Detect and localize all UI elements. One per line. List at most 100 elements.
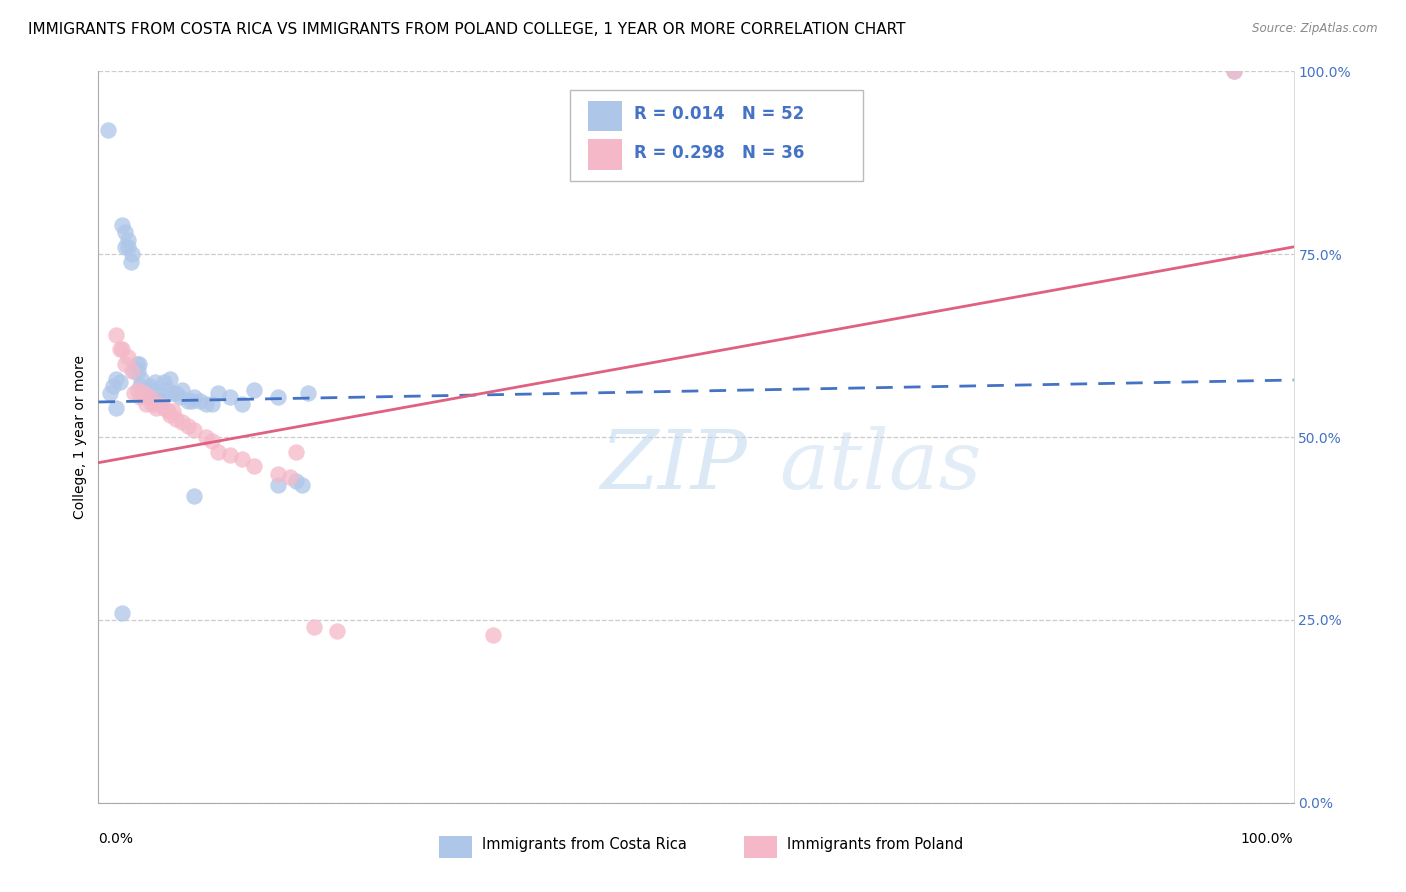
Point (156, 404, 179, 418)
Text: 0.0%: 0.0% (98, 832, 134, 846)
FancyBboxPatch shape (571, 90, 863, 181)
Point (114, 225, 136, 239)
Point (162, 386, 184, 401)
Point (135, 386, 157, 401)
Point (219, 448, 242, 462)
FancyBboxPatch shape (589, 101, 621, 131)
Point (125, 357, 148, 371)
Point (169, 390, 191, 404)
Point (183, 423, 205, 437)
Point (108, 376, 131, 390)
Point (201, 397, 224, 411)
Point (243, 459, 266, 474)
Y-axis label: College, 1 year or more: College, 1 year or more (73, 355, 87, 519)
Point (172, 416, 194, 430)
Point (141, 397, 163, 411)
Point (207, 444, 229, 458)
Point (149, 393, 172, 408)
Point (183, 489, 205, 503)
Point (162, 404, 184, 418)
Point (127, 364, 149, 378)
Point (148, 386, 170, 401)
Point (159, 408, 181, 422)
Point (111, 606, 134, 620)
Point (132, 386, 155, 401)
Point (124, 386, 146, 401)
Point (139, 390, 162, 404)
Text: Source: ZipAtlas.com: Source: ZipAtlas.com (1253, 22, 1378, 36)
Point (105, 327, 128, 342)
Point (183, 390, 205, 404)
Point (145, 401, 167, 415)
Point (267, 477, 290, 491)
Point (165, 386, 187, 401)
Point (153, 376, 176, 390)
Text: R = 0.298   N = 36: R = 0.298 N = 36 (634, 145, 804, 162)
Point (97, 123, 120, 137)
Point (105, 401, 128, 415)
FancyBboxPatch shape (439, 836, 472, 858)
Point (231, 452, 253, 467)
Point (165, 412, 187, 426)
Point (172, 383, 194, 397)
Point (195, 397, 218, 411)
Point (121, 247, 143, 261)
Point (105, 371, 128, 385)
Point (127, 383, 149, 397)
Point (117, 233, 139, 247)
Point (101, 379, 124, 393)
Point (284, 474, 307, 488)
Point (278, 470, 301, 484)
Point (267, 390, 290, 404)
Point (302, 620, 325, 634)
Point (326, 624, 349, 638)
Point (121, 364, 143, 378)
Point (291, 477, 314, 491)
Point (129, 390, 152, 404)
Point (159, 371, 181, 385)
Point (131, 371, 153, 385)
Point (1223, 64, 1246, 78)
Point (481, 627, 505, 641)
Point (284, 444, 307, 458)
Point (180, 393, 202, 408)
Point (108, 343, 131, 357)
Point (124, 364, 146, 378)
Point (111, 343, 134, 357)
Point (98, 386, 122, 401)
Point (207, 386, 229, 401)
Point (177, 419, 200, 434)
Point (117, 240, 139, 254)
Point (153, 401, 176, 415)
Point (117, 350, 139, 364)
Point (297, 386, 319, 401)
Point (148, 397, 170, 411)
Point (141, 383, 163, 397)
Point (129, 379, 152, 393)
Point (219, 390, 242, 404)
Text: atlas: atlas (779, 426, 981, 507)
Point (143, 376, 166, 390)
Text: IMMIGRANTS FROM COSTA RICA VS IMMIGRANTS FROM POLAND COLLEGE, 1 YEAR OR MORE COR: IMMIGRANTS FROM COSTA RICA VS IMMIGRANTS… (28, 22, 905, 37)
Point (195, 430, 218, 444)
Point (231, 397, 253, 411)
Point (128, 357, 150, 371)
Point (120, 254, 142, 268)
Point (114, 357, 136, 371)
Point (177, 393, 200, 408)
Point (139, 379, 162, 393)
Point (131, 386, 153, 401)
Text: R = 0.014   N = 52: R = 0.014 N = 52 (634, 105, 804, 123)
Point (201, 434, 224, 448)
Text: Immigrants from Costa Rica: Immigrants from Costa Rica (482, 837, 688, 852)
Point (138, 390, 160, 404)
Text: 100.0%: 100.0% (1241, 832, 1294, 846)
Point (243, 383, 266, 397)
FancyBboxPatch shape (589, 139, 621, 170)
Text: ZIP: ZIP (600, 426, 747, 507)
Point (155, 383, 177, 397)
Point (111, 218, 134, 232)
Point (1223, 64, 1246, 78)
Point (267, 467, 290, 481)
Point (114, 240, 136, 254)
